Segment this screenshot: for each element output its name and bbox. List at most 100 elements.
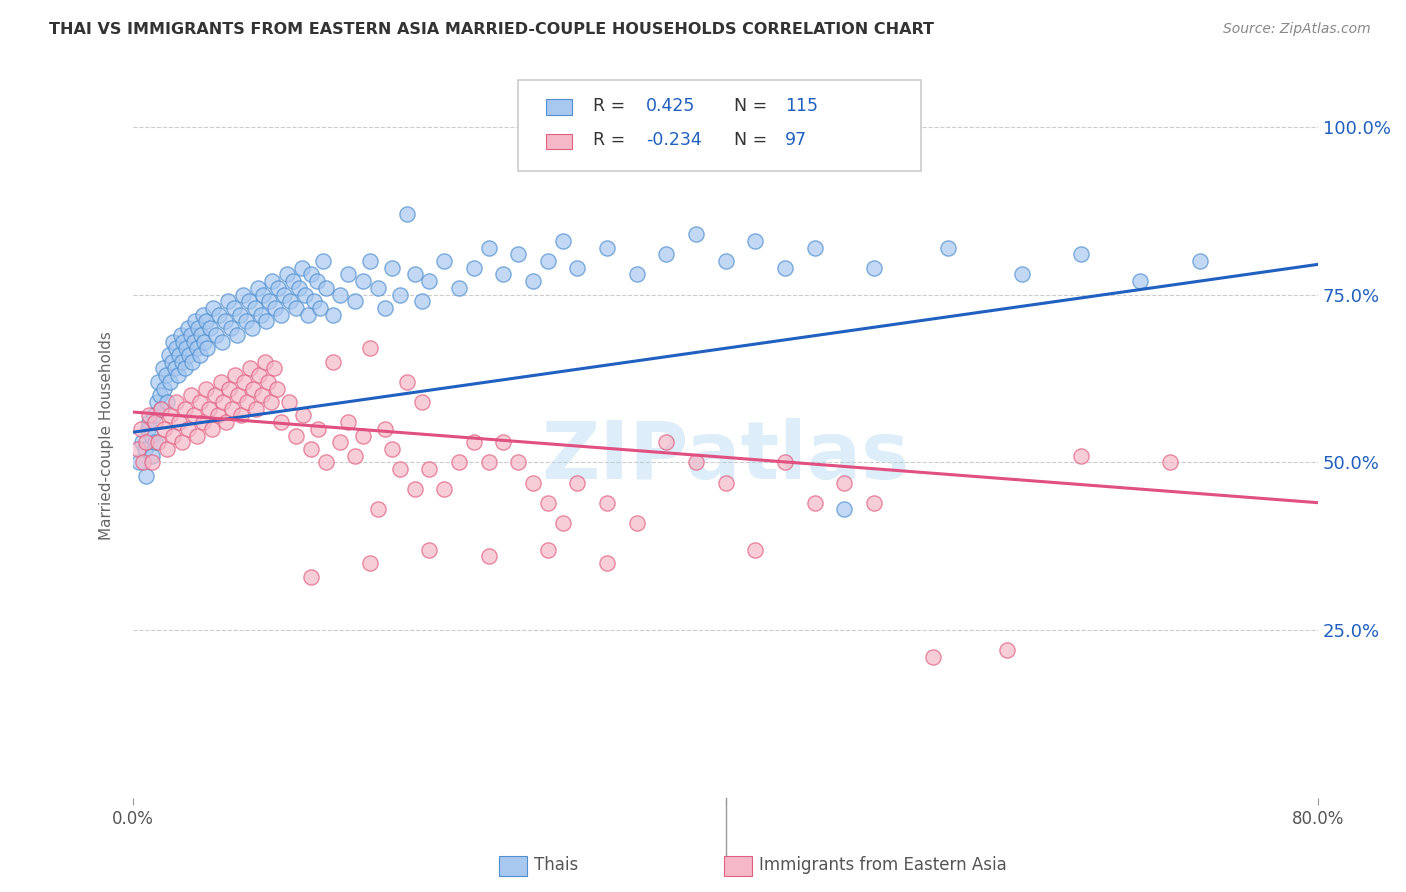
Point — [862, 260, 884, 275]
Point — [198, 321, 221, 335]
Point — [522, 274, 544, 288]
Point — [1011, 268, 1033, 282]
Point — [170, 354, 193, 368]
Point — [744, 542, 766, 557]
Point — [478, 241, 501, 255]
Point — [273, 287, 295, 301]
Point — [139, 428, 162, 442]
Point — [285, 301, 308, 315]
Point — [567, 475, 589, 490]
Text: 115: 115 — [785, 96, 818, 114]
Point — [183, 334, 205, 349]
Point — [329, 435, 352, 450]
Point — [1188, 254, 1211, 268]
Text: Thais: Thais — [534, 856, 578, 874]
Point — [276, 268, 298, 282]
Point — [205, 327, 228, 342]
Point — [152, 361, 174, 376]
Point — [186, 341, 208, 355]
Point — [367, 281, 389, 295]
Point — [655, 435, 678, 450]
Point — [404, 268, 426, 282]
Point — [270, 308, 292, 322]
Point — [246, 281, 269, 295]
Point — [232, 287, 254, 301]
Point — [195, 341, 218, 355]
Point — [1070, 247, 1092, 261]
Point — [508, 455, 530, 469]
Point — [204, 388, 226, 402]
Point — [212, 395, 235, 409]
Point — [155, 368, 177, 383]
Point — [744, 234, 766, 248]
Point — [359, 254, 381, 268]
Point — [404, 483, 426, 497]
Point — [285, 428, 308, 442]
Point — [936, 241, 959, 255]
Point — [176, 341, 198, 355]
Point — [288, 281, 311, 295]
Point — [194, 382, 217, 396]
Point — [492, 268, 515, 282]
Point — [803, 496, 825, 510]
Point — [153, 382, 176, 396]
Point — [626, 516, 648, 530]
Point — [278, 294, 301, 309]
Point — [188, 395, 211, 409]
Point — [184, 314, 207, 328]
Text: 0.425: 0.425 — [647, 96, 696, 114]
Point — [388, 287, 411, 301]
Point — [1159, 455, 1181, 469]
Point — [180, 327, 202, 342]
Y-axis label: Married-couple Households: Married-couple Households — [100, 331, 114, 540]
Point — [186, 428, 208, 442]
Point — [238, 294, 260, 309]
Point — [463, 435, 485, 450]
FancyBboxPatch shape — [519, 80, 921, 171]
Point — [165, 395, 187, 409]
Point — [352, 428, 374, 442]
Point — [245, 401, 267, 416]
Point — [177, 422, 200, 436]
Text: Immigrants from Eastern Asia: Immigrants from Eastern Asia — [759, 856, 1007, 874]
Point — [243, 301, 266, 315]
Point — [129, 422, 152, 436]
Text: N =: N = — [734, 96, 768, 114]
Point — [134, 442, 156, 456]
Point — [252, 287, 274, 301]
Text: 97: 97 — [785, 131, 807, 150]
Point — [150, 401, 173, 416]
Text: THAI VS IMMIGRANTS FROM EASTERN ASIA MARRIED-COUPLE HOUSEHOLDS CORRELATION CHART: THAI VS IMMIGRANTS FROM EASTERN ASIA MAR… — [49, 22, 934, 37]
Point — [142, 409, 165, 423]
Point — [149, 388, 172, 402]
Point — [260, 395, 283, 409]
Point — [596, 556, 619, 570]
Point — [367, 502, 389, 516]
Point — [170, 435, 193, 450]
Point — [191, 415, 214, 429]
Point — [146, 395, 169, 409]
Point — [233, 375, 256, 389]
Text: Source: ZipAtlas.com: Source: ZipAtlas.com — [1223, 22, 1371, 37]
Point — [685, 227, 707, 241]
Point — [172, 334, 194, 349]
Text: ZIPatlas: ZIPatlas — [541, 418, 910, 496]
Point — [302, 294, 325, 309]
Point — [190, 327, 212, 342]
Point — [242, 382, 264, 396]
Point — [148, 375, 170, 389]
Point — [188, 348, 211, 362]
Point — [159, 409, 181, 423]
Point — [447, 281, 470, 295]
Point — [136, 422, 159, 436]
Point — [433, 483, 456, 497]
Point — [862, 496, 884, 510]
Point — [143, 435, 166, 450]
Point — [396, 375, 419, 389]
Point — [150, 401, 173, 416]
Point — [299, 268, 322, 282]
Point — [153, 422, 176, 436]
Point — [263, 361, 285, 376]
Point — [165, 341, 187, 355]
Point — [359, 556, 381, 570]
